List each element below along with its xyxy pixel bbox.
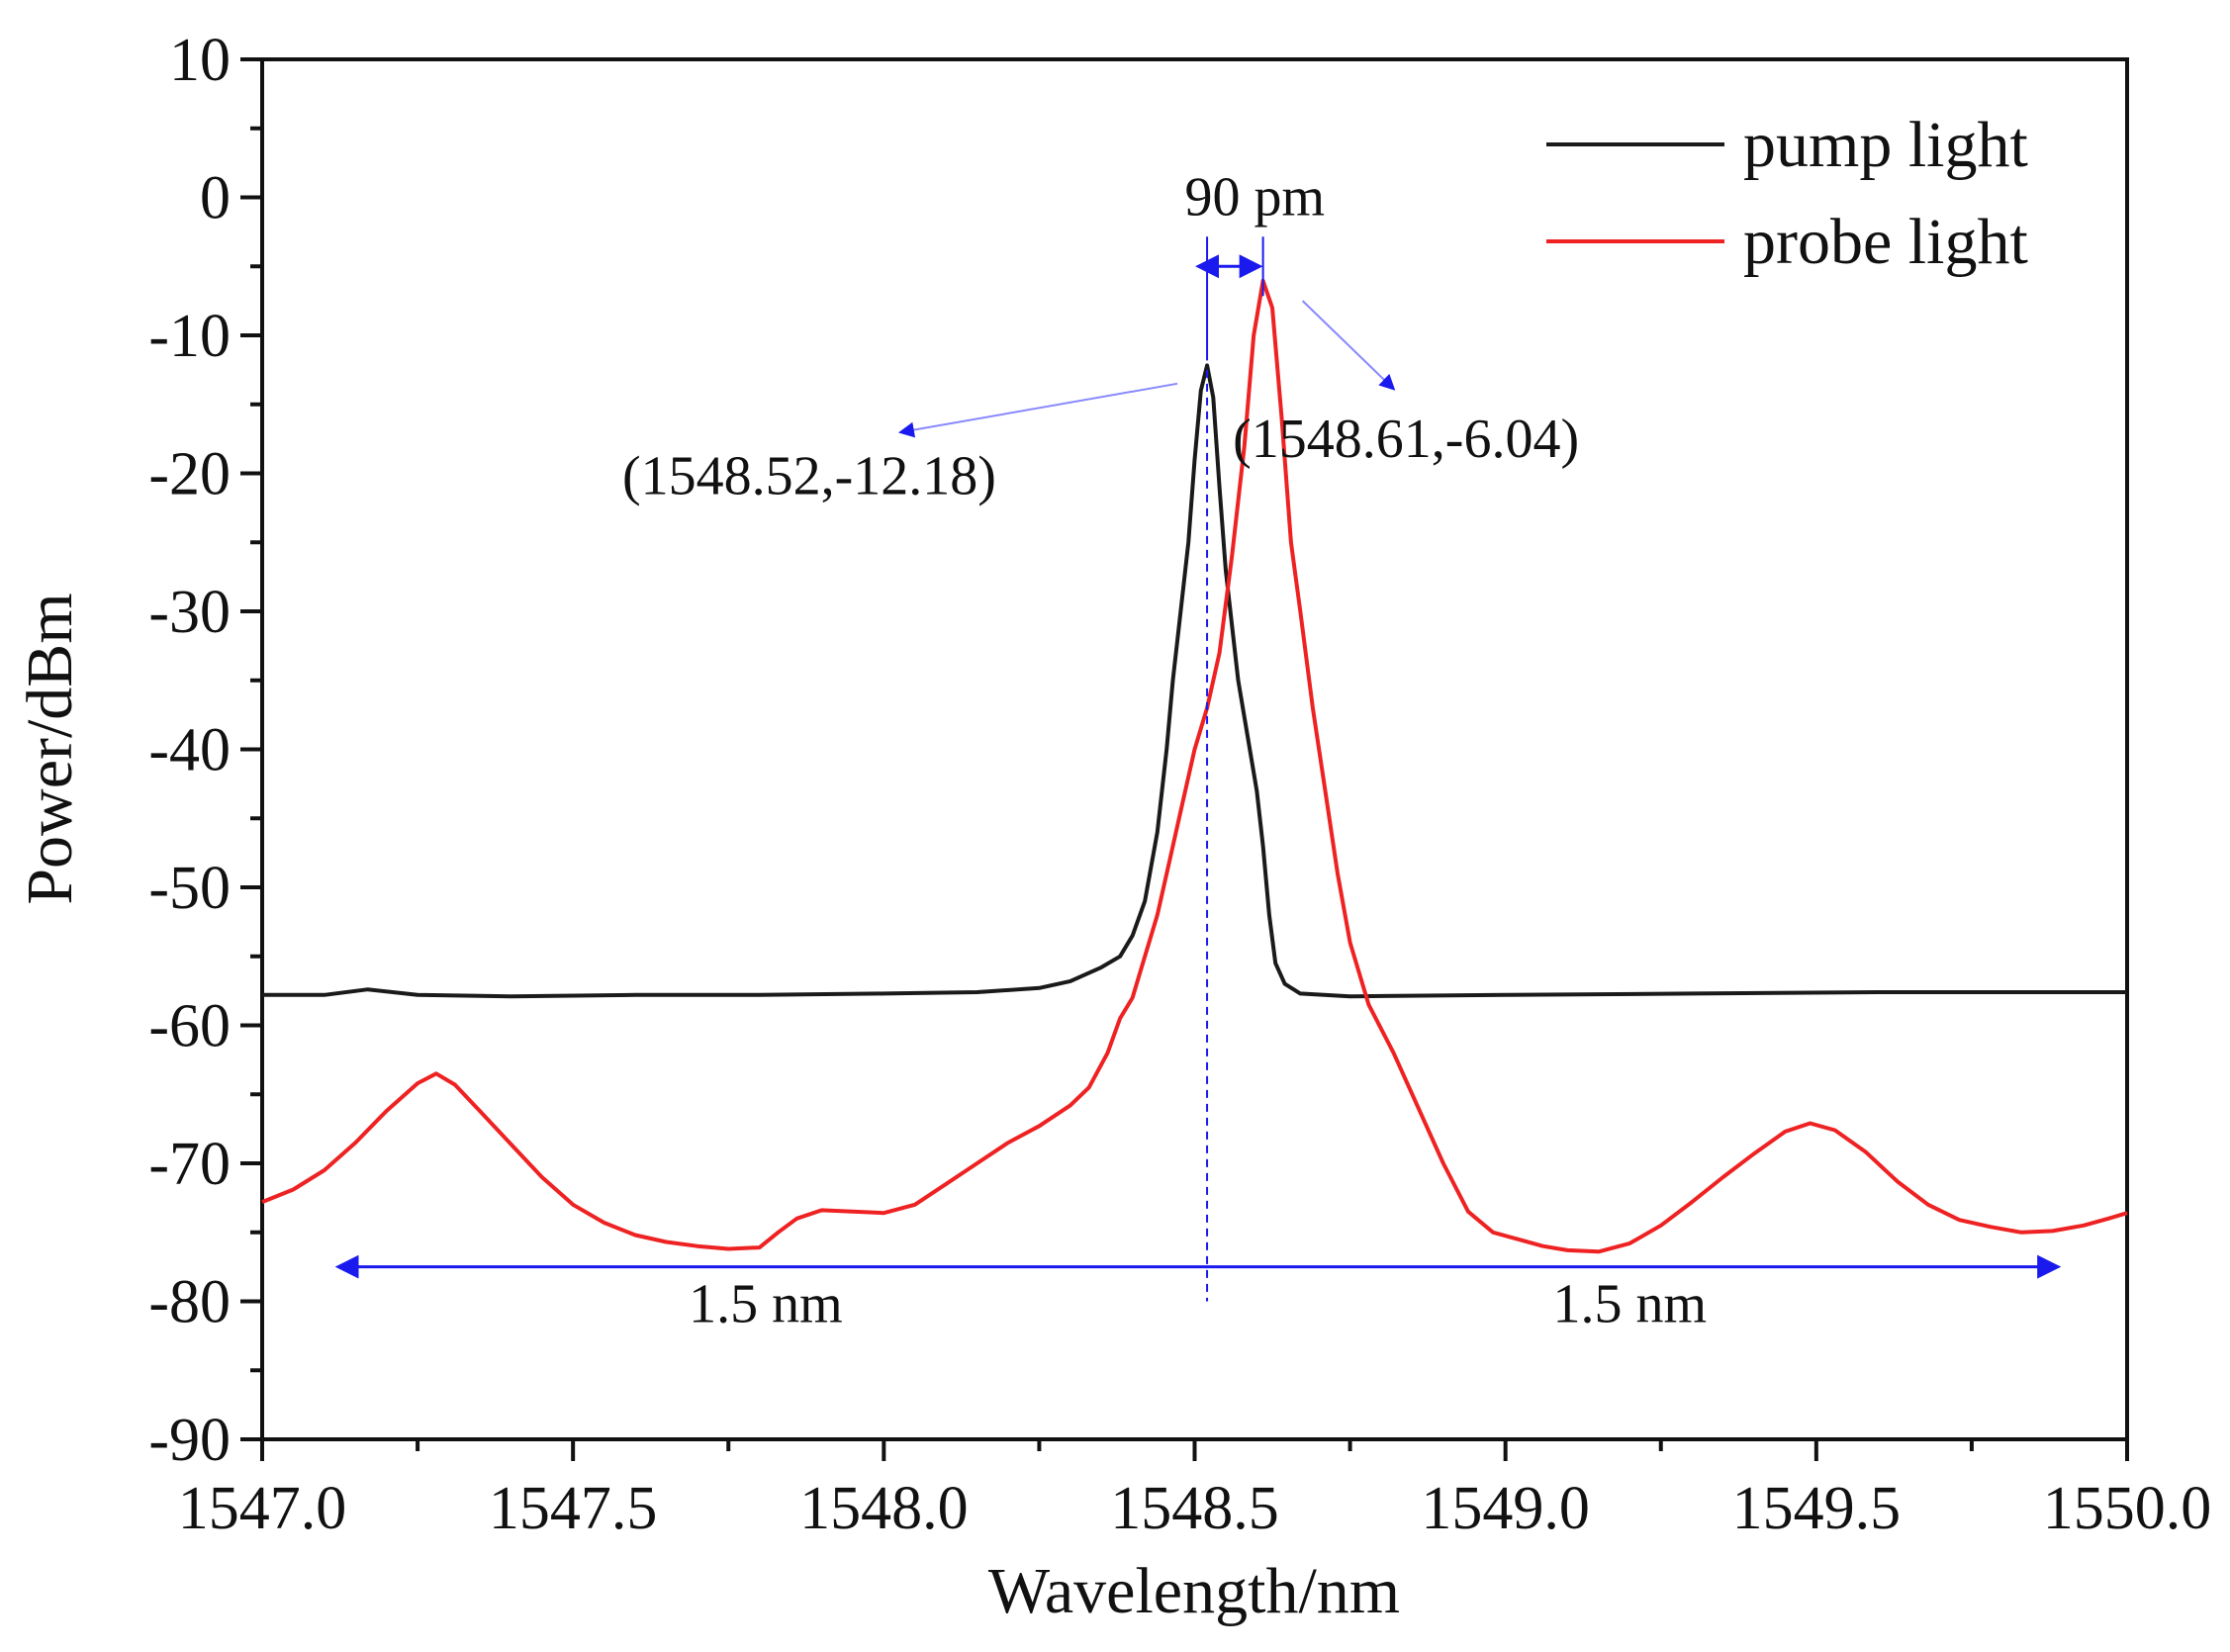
probe-peak-label: (1548.61,-6.04) <box>1233 409 1579 470</box>
x-axis-title: Wavelength/nm <box>988 1555 1400 1627</box>
pump-peak-label: (1548.52,-12.18) <box>622 445 996 506</box>
span-label-left: 1.5 nm <box>689 1273 843 1334</box>
span-label-right: 1.5 nm <box>1553 1273 1708 1334</box>
x-tick-label: 1548.0 <box>799 1475 969 1542</box>
separation-label: 90 pm <box>1185 166 1326 228</box>
y-tick-label: -30 <box>148 579 231 646</box>
x-tick-label: 1547.0 <box>178 1475 347 1542</box>
y-tick-label: -20 <box>148 441 231 508</box>
x-tick-label: 1548.5 <box>1110 1475 1279 1542</box>
y-tick-label: -10 <box>148 303 231 370</box>
data-series <box>261 278 2128 1254</box>
pump-peak-leader-arrow <box>897 382 1178 438</box>
x-tick-label: 1550.0 <box>2043 1475 2212 1542</box>
annotations: 90 pm (1548.52,-12.18) (1548.61,-6.04) 1.5 … <box>334 166 2062 1334</box>
axis-ticks <box>240 57 2129 1461</box>
legend: pump light probe light <box>1546 109 2028 278</box>
y-axis-title: Power/dBm <box>14 593 86 904</box>
legend-label-probe: probe light <box>1743 206 2028 278</box>
x-tick-label: 1549.5 <box>1732 1475 1902 1542</box>
series-line-pump-light <box>262 363 2127 999</box>
y-tick-label: 0 <box>200 165 231 232</box>
y-tick-label: -90 <box>148 1407 231 1474</box>
y-tick-label: 10 <box>169 27 231 94</box>
y-tick-label: -80 <box>148 1269 231 1336</box>
x-tick-label: 1549.0 <box>1421 1475 1590 1542</box>
y-tick-label: -70 <box>148 1131 231 1198</box>
legend-label-pump: pump light <box>1743 109 2028 181</box>
y-tick-label: -40 <box>148 717 231 784</box>
y-tick-label: -50 <box>148 855 231 922</box>
probe-peak-leader-arrow <box>1301 300 1396 391</box>
series-line-probe-light <box>261 278 2128 1254</box>
axis-tick-labels: 1547.0 1547.5 1548.0 1548.5 1549.0 1549.5 1550… <box>148 27 2211 1542</box>
y-tick-label: -60 <box>148 993 231 1060</box>
x-tick-label: 1547.5 <box>489 1475 658 1542</box>
